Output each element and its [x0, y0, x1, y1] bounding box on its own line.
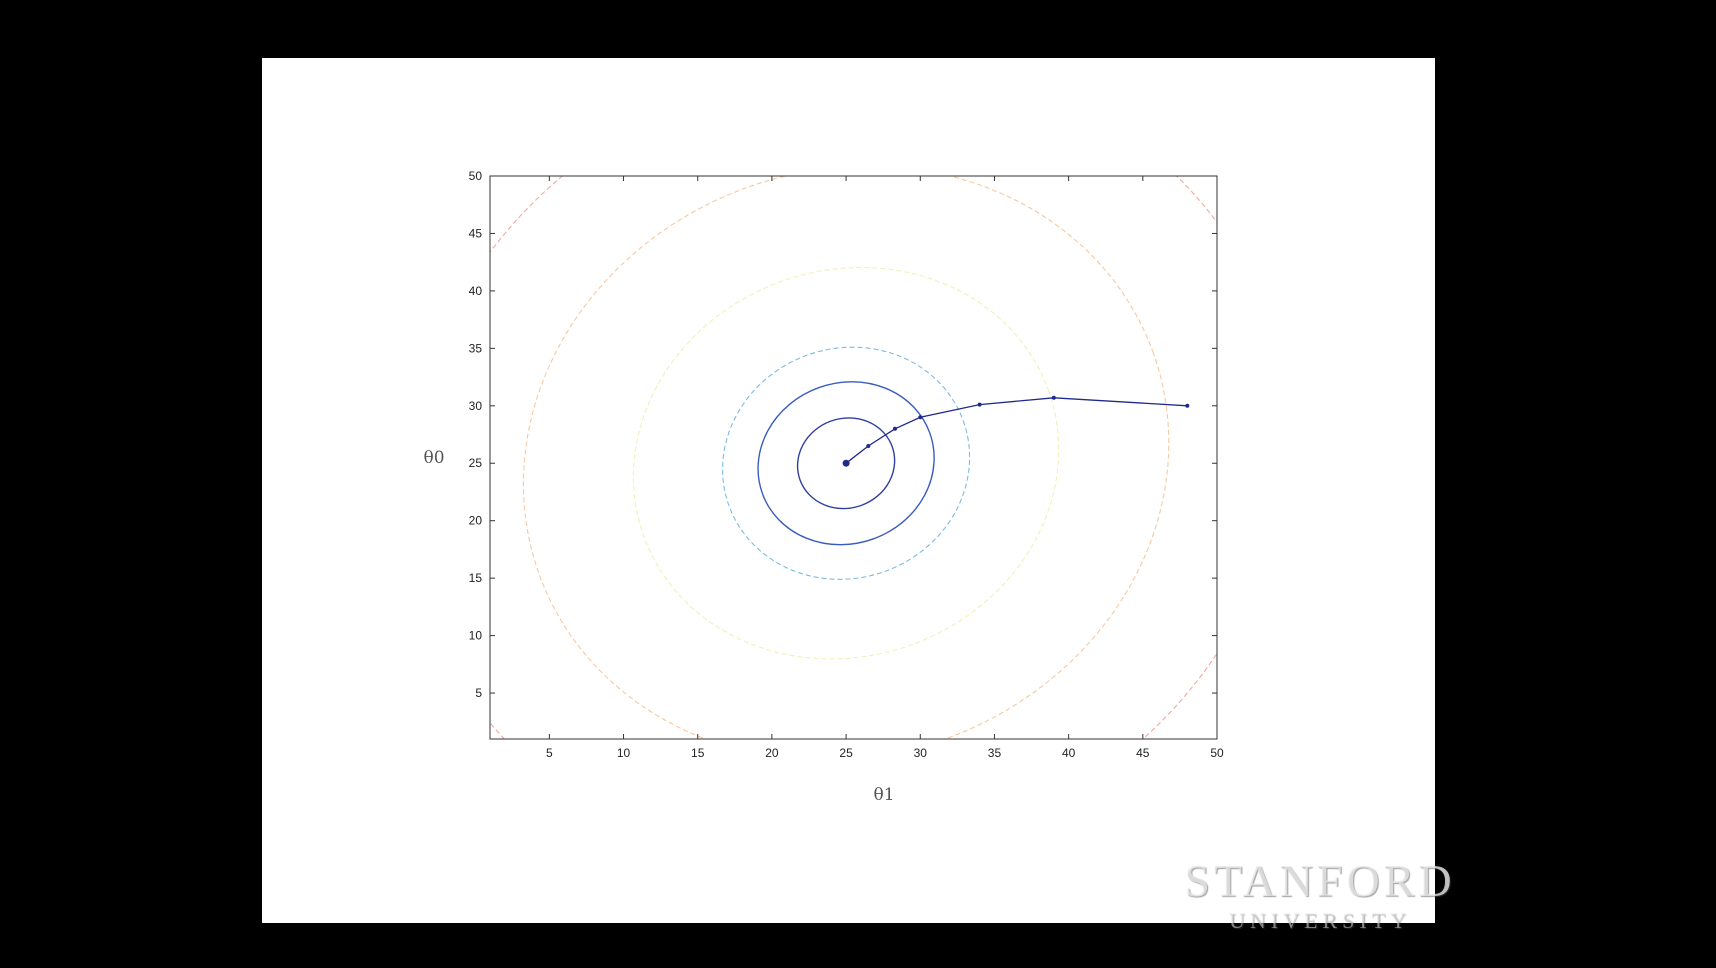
x-tick-label: 20: [765, 746, 779, 760]
y-tick-label: 45: [469, 226, 483, 240]
y-tick-label: 20: [469, 514, 483, 528]
x-tick-label: 35: [988, 746, 1002, 760]
contour-line: [522, 176, 1170, 739]
axis-ticks: 5 10 15 20 25 30 35 40 45 50 5 10 15 20 25 30 35 40 45 50: [469, 169, 1224, 760]
data-point: [893, 426, 897, 431]
contour-line: [722, 346, 971, 580]
x-tick-label: 15: [691, 746, 705, 760]
data-point: [842, 459, 850, 467]
series-line: [845, 397, 1188, 464]
x-tick-label: 45: [1136, 746, 1150, 760]
x-tick-label: 30: [914, 746, 928, 760]
y-tick-label: 40: [469, 284, 483, 298]
x-tick-label: 10: [617, 746, 631, 760]
contour-chart: 5 10 15 20 25 30 35 40 45 50 5 10 15 20 25 30 35 40 45 50 θ…: [423, 169, 1224, 805]
x-tick-label: 40: [1062, 746, 1076, 760]
lecture-slide: 5 10 15 20 25 30 35 40 45 50 5 10 15 20 25 30 35 40 45 50 θ…: [262, 58, 1435, 923]
y-tick-label: 15: [469, 571, 483, 585]
y-tick-label: 25: [469, 456, 483, 470]
x-tick-label: 50: [1210, 746, 1224, 760]
y-tick-label: 30: [469, 399, 483, 413]
contour-line: [490, 176, 1217, 739]
y-tick-label: 50: [469, 169, 483, 183]
y-tick-label: 10: [469, 629, 483, 643]
contour-line: [757, 381, 935, 546]
x-tick-label: 5: [546, 746, 553, 760]
x-tick-label: 25: [839, 746, 853, 760]
data-point: [1051, 395, 1056, 400]
data-point: [918, 415, 923, 420]
plot-frame: [489, 175, 1218, 740]
data-point: [1185, 403, 1190, 408]
y-tick-label: 5: [475, 686, 482, 700]
y-axis-label: θ0: [423, 448, 444, 468]
contour-line: [632, 266, 1060, 660]
data-point: [866, 444, 871, 448]
data-point: [977, 402, 982, 407]
contour-lines: [490, 176, 1217, 739]
x-axis-label: θ1: [873, 785, 894, 805]
y-tick-label: 35: [469, 341, 483, 355]
gradient-descent-path: [842, 395, 1190, 467]
contour-line: [796, 417, 896, 510]
